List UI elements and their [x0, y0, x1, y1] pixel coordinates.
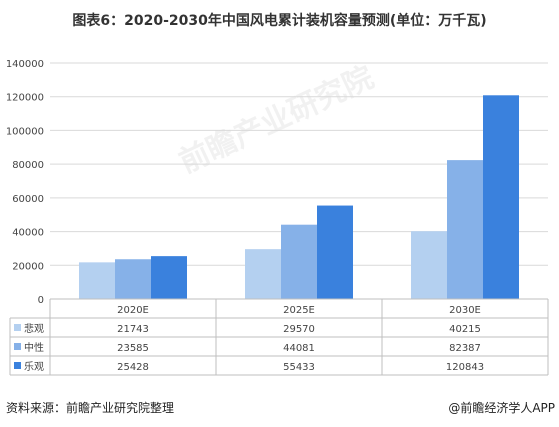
y-tick-label: 40000: [12, 228, 44, 239]
y-tick-label: 140000: [6, 59, 44, 70]
data-value: 40215: [449, 324, 481, 335]
y-tick-label: 120000: [6, 93, 44, 104]
bar-2025E-悲观: [245, 249, 281, 299]
y-tick-label: 20000: [12, 261, 44, 272]
chart-title: 图表6：2020-2030年中国风电累计装机容量预测(单位：万千瓦): [72, 13, 487, 29]
data-value: 29570: [283, 324, 315, 335]
y-tick-label: 80000: [12, 160, 44, 171]
legend-key-中性: [14, 343, 21, 350]
data-value: 82387: [449, 343, 481, 354]
category-label: 2025E: [283, 305, 315, 316]
bar-2025E-中性: [281, 224, 317, 299]
data-value: 44081: [283, 343, 315, 354]
category-label: 2030E: [449, 305, 481, 316]
data-value: 25428: [117, 362, 149, 373]
bar-2030E-悲观: [411, 231, 447, 299]
source-note: 资料来源：前瞻产业研究院整理: [6, 401, 175, 415]
y-tick-label: 100000: [6, 126, 44, 137]
bar-2030E-中性: [447, 160, 483, 299]
brand-label: @前瞻经济学人APP: [448, 401, 555, 415]
legend-key-悲观: [14, 324, 21, 331]
bar-2025E-乐观: [317, 205, 353, 299]
series-name: 悲观: [24, 322, 44, 335]
y-tick-label: 60000: [12, 194, 44, 205]
category-label: 2020E: [117, 305, 149, 316]
data-value: 55433: [283, 362, 315, 373]
series-name: 中性: [24, 341, 44, 354]
bar-2020E-中性: [115, 259, 151, 299]
legend-key-乐观: [14, 362, 21, 369]
data-value: 21743: [117, 324, 149, 335]
bar-2030E-乐观: [483, 95, 519, 299]
data-value: 120843: [446, 362, 484, 373]
bar-2020E-乐观: [151, 256, 187, 299]
y-tick-label: 0: [38, 295, 44, 306]
series-name: 乐观: [24, 361, 44, 373]
data-value: 23585: [117, 343, 149, 354]
bar-2020E-悲观: [79, 262, 115, 299]
